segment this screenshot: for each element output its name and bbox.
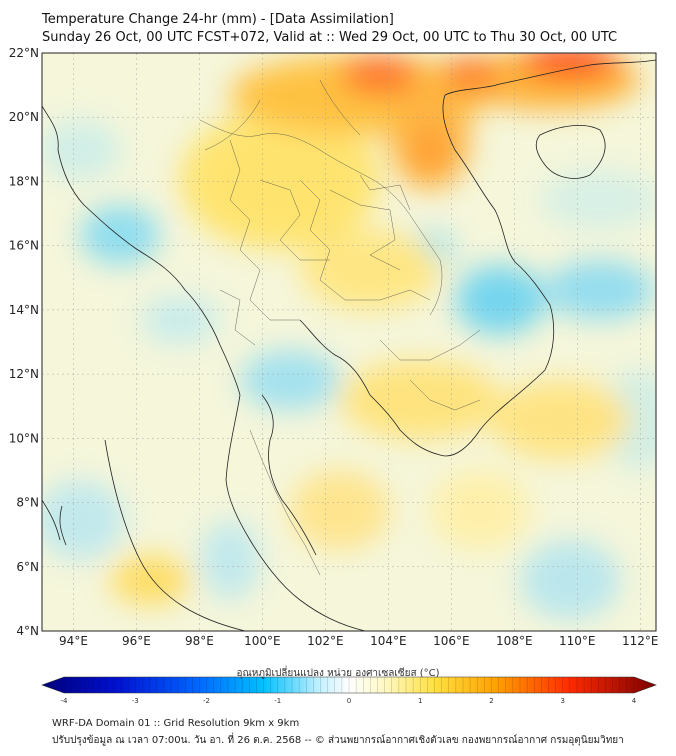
latitude-label: 20°N [9, 110, 39, 124]
colorbar-tick-label: 2 [489, 697, 493, 705]
map-frame [41, 52, 657, 632]
map-subtitle: Sunday 26 Oct, 00 UTC FCST+072, Valid at… [42, 30, 618, 45]
colorbar-title: อุณหภูมิเปลี่ยนแปลง หน่วย องศาเซลเซียส (… [236, 668, 440, 679]
longitude-label: 102°E [307, 634, 344, 648]
latitude-label: 8°N [16, 496, 39, 510]
colorbar-tick-label: -2 [203, 697, 210, 705]
map-title: Temperature Change 24-hr (mm) - [Data As… [42, 12, 394, 27]
longitude-label: 94°E [59, 634, 88, 648]
colorbar-tick-label: 3 [561, 697, 565, 705]
longitude-label: 98°E [185, 634, 214, 648]
colorbar-gradient [41, 676, 657, 694]
latitude-label: 14°N [9, 303, 39, 317]
colorbar-tick-label: 0 [347, 697, 351, 705]
longitude-label: 96°E [122, 634, 151, 648]
longitude-label: 104°E [370, 634, 407, 648]
colorbar-tick-label: 1 [418, 697, 422, 705]
footer-credits: ปรับปรุงข้อมูล ณ เวลา 07:00น. วัน อา. ที… [52, 735, 624, 746]
latitude-labels: 22°N 20°N 18°N 16°N 14°N 12°N 10°N 8°N 6°N 4°N [9, 46, 39, 638]
colorbar-tick-label: -4 [61, 697, 69, 705]
longitude-label: 112°E [622, 634, 659, 648]
latitude-label: 10°N [9, 431, 39, 445]
longitude-label: 110°E [559, 634, 596, 648]
longitude-label: 100°E [244, 634, 281, 648]
admin-borders [199, 79, 481, 576]
longitude-label: 106°E [433, 634, 470, 648]
latitude-label: 16°N [9, 239, 39, 253]
latitude-label: 18°N [9, 174, 39, 188]
longitude-labels: 94°E 96°E 98°E 100°E 102°E 104°E 106°E 108°E 110… [59, 634, 658, 648]
colorbar-tick-label: -1 [274, 697, 281, 705]
longitude-label: 108°E [496, 634, 533, 648]
colorbar-ticks: -4 -3 -2 -1 0 1 2 3 4 [61, 697, 637, 705]
colorbar-tick-label: 4 [632, 697, 637, 705]
colorbar-tick-label: -3 [132, 697, 139, 705]
footer-model-info: WRF-DA Domain 01 :: Grid Resolution 9km … [52, 718, 300, 729]
latitude-label: 6°N [16, 560, 39, 574]
latitude-label: 22°N [9, 46, 39, 60]
latitude-label: 4°N [16, 624, 39, 638]
coastlines [42, 59, 656, 631]
latitude-label: 12°N [9, 367, 39, 381]
colorbar: -4 -3 -2 -1 0 1 2 3 4 [41, 676, 657, 705]
temperature-field [42, 53, 656, 631]
